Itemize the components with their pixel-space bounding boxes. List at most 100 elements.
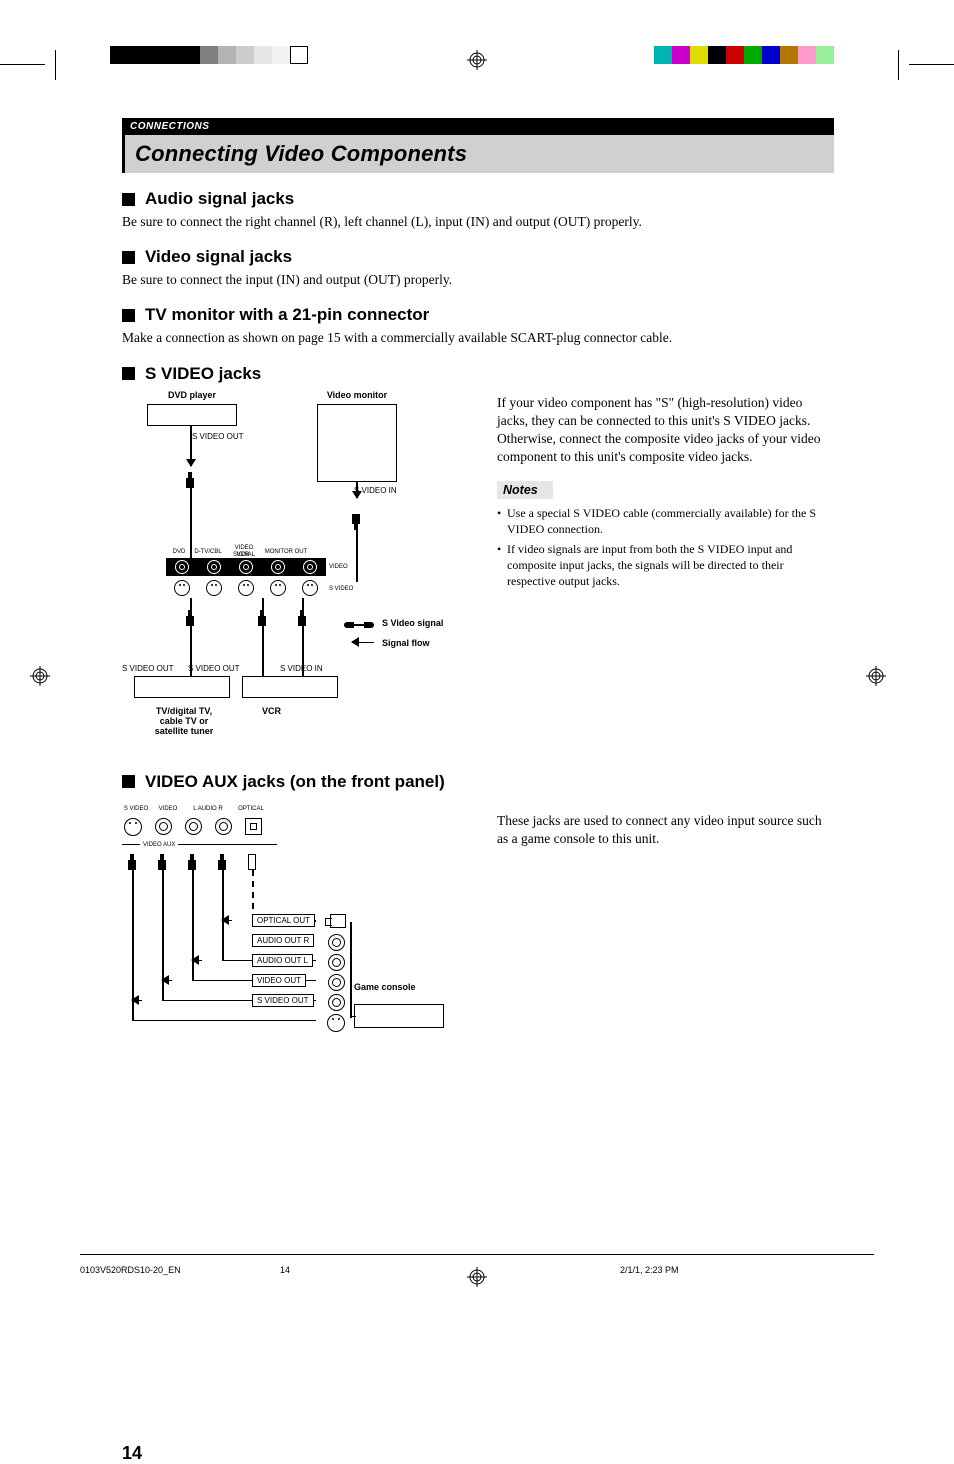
section-aux: VIDEO AUX jacks (on the front panel) S V…: [122, 772, 834, 1034]
section-heading: S VIDEO jacks: [145, 364, 261, 384]
legend-label: S Video signal: [382, 618, 443, 628]
optical-plug-icon: [330, 914, 346, 928]
notes-list: Use a special S VIDEO cable (commerciall…: [497, 505, 834, 590]
monitor-box: [317, 404, 397, 482]
svideo-jack-icon: [302, 580, 318, 596]
svideo-jack-icon: [270, 580, 286, 596]
arrow-left-icon: [132, 1000, 142, 1002]
svideo-jack-icon: [174, 580, 190, 596]
svideo-jack-icon: [327, 1014, 345, 1032]
svideo-jack-icon: [206, 580, 222, 596]
diagram-label: OPTICAL: [236, 806, 266, 812]
plug-icon: [128, 854, 136, 870]
body-text: Be sure to connect the input (IN) and ou…: [122, 271, 834, 289]
diagram-label: S VIDEO OUT: [192, 432, 244, 441]
diagram-label: S VIDEO: [329, 586, 353, 593]
page-title: Connecting Video Components: [135, 141, 824, 167]
body-text: Be sure to connect the right channel (R)…: [122, 213, 834, 231]
section-heading: TV monitor with a 21-pin connector: [145, 305, 429, 325]
rca-jack-icon: [185, 818, 202, 835]
plug-icon: [186, 610, 194, 626]
square-bullet-icon: [122, 367, 135, 380]
crop-marks-bottom: [0, 50, 954, 80]
vcr-box: [242, 676, 338, 698]
diagram-label: L AUDIO R: [186, 806, 230, 812]
cable-line: [262, 626, 264, 676]
square-bullet-icon: [122, 193, 135, 206]
page-number: 14: [122, 1443, 142, 1464]
arrow-left-icon: [162, 980, 172, 982]
diagram-label: AUDIO OUT L: [252, 954, 313, 967]
plug-icon: [352, 514, 360, 530]
aux-diagram: S VIDEO VIDEO L AUDIO R OPTICAL: [122, 804, 467, 1034]
rca-jack-icon: [328, 954, 345, 971]
aux-jack-row: [124, 818, 262, 836]
optical-jack-icon: [245, 818, 262, 835]
section-heading: Video signal jacks: [145, 247, 292, 267]
console-box: [354, 1004, 444, 1028]
rca-jack-icon: [207, 560, 221, 574]
plug-icon: [158, 854, 166, 870]
rca-jack-icon: [328, 934, 345, 951]
diagram-label: S VIDEO OUT: [122, 664, 174, 673]
svideo-jack-icon: [124, 818, 142, 836]
rca-jack-icon: [328, 974, 345, 991]
diagram-label: VIDEO: [329, 564, 348, 571]
body-text: If your video component has "S" (high-re…: [497, 394, 834, 467]
svideo-diagram: DVD player Video monitor S VIDEO OUT S V…: [122, 390, 467, 770]
section-audio: Audio signal jacks Be sure to connect th…: [122, 189, 834, 231]
diagram-label: MONITOR OUT: [264, 549, 308, 556]
page-content: CONNECTIONS Connecting Video Components …: [122, 118, 834, 1034]
page-title-bar: Connecting Video Components: [122, 135, 834, 173]
diagram-label: DVD player: [157, 390, 227, 400]
notes-heading: Notes: [497, 481, 553, 499]
diagram-label: S VIDEO IN: [280, 664, 323, 673]
footer-page: 14: [280, 1265, 620, 1275]
plug-icon: [258, 610, 266, 626]
label-row: S VIDEO VIDEO L AUDIO R OPTICAL: [122, 806, 266, 812]
cable-line: [350, 922, 352, 1018]
diagram-label: S VIDEO OUT: [188, 664, 248, 673]
square-bullet-icon: [122, 775, 135, 788]
body-text: Make a connection as shown on page 15 wi…: [122, 329, 834, 347]
section-video: Video signal jacks Be sure to connect th…: [122, 247, 834, 289]
optical-cable-line: [252, 870, 254, 920]
svideo-signal-icon: [344, 620, 374, 630]
cable-line: [356, 530, 358, 582]
diagram-label: VIDEO OUT: [252, 974, 306, 987]
note-item: Use a special S VIDEO cable (commerciall…: [497, 505, 834, 537]
diagram-label: DVD: [168, 549, 190, 556]
jack-row: [166, 558, 326, 576]
diagram-label: D-TV/CBL: [192, 549, 224, 556]
plug-icon: [188, 854, 196, 870]
registration-mark-icon: [30, 666, 50, 686]
dvd-box: [147, 404, 237, 426]
diagram-label: Video monitor: [317, 390, 397, 400]
diagram-label: VCR: [262, 706, 281, 716]
arrow-left-icon: [222, 920, 232, 922]
arrow-left-icon: [192, 960, 202, 962]
note-item: If video signals are input from both the…: [497, 541, 834, 590]
diagram-label: S VIDEO: [122, 806, 150, 812]
section-tvmon: TV monitor with a 21-pin connector Make …: [122, 305, 834, 347]
cable-line: [132, 1020, 316, 1022]
rca-jack-icon: [303, 560, 317, 574]
footer-date: 2/1/1, 2:23 PM: [620, 1265, 874, 1275]
breadcrumb: CONNECTIONS: [122, 118, 834, 135]
square-bullet-icon: [122, 251, 135, 264]
registration-mark-icon: [866, 666, 886, 686]
arrow-left-icon: [352, 642, 374, 644]
rca-jack-icon: [175, 560, 189, 574]
diagram-label: AUDIO OUT R: [252, 934, 314, 947]
section-heading: Audio signal jacks: [145, 189, 294, 209]
plug-icon: [218, 854, 226, 870]
diagram-label: OPTICAL OUT: [252, 914, 315, 927]
plug-icon: [298, 610, 306, 626]
rca-jack-icon: [215, 818, 232, 835]
registration-mark-icon: [467, 1267, 487, 1287]
svideo-jack-row: [166, 580, 326, 596]
diagram-label: TV/digital TV, cable TV or satellite tun…: [144, 706, 224, 737]
diagram-label: VIDEO: [156, 806, 180, 812]
diagram-label: S VIDEO OUT: [252, 994, 314, 1007]
rca-jack-icon: [271, 560, 285, 574]
